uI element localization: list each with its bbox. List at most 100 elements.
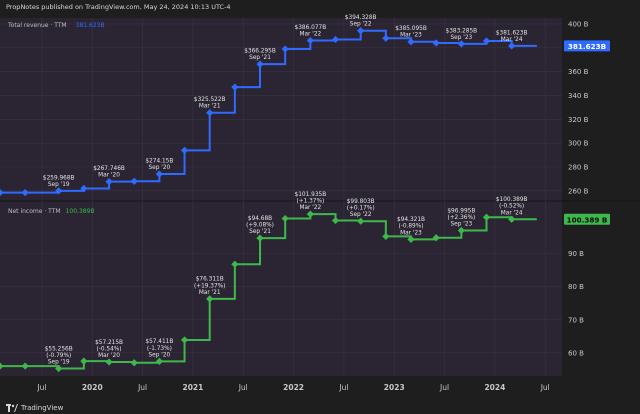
data-point-marker	[382, 232, 390, 241]
data-label: (-0.89%)	[398, 224, 423, 230]
data-point-marker	[508, 215, 516, 223]
last-value-label: 381.623B	[568, 42, 606, 51]
data-label: Mar '24	[501, 210, 523, 216]
data-label: Sep '21	[249, 55, 271, 61]
data-label: $55.256B	[45, 346, 73, 352]
data-label: $394.328B	[345, 15, 377, 21]
data-point-marker	[482, 37, 491, 45]
published-text: PropNotes published on TradingView.com, …	[6, 3, 231, 11]
series-title-value: 381.623B	[76, 22, 105, 29]
series-title: Total revenue · TTM	[7, 22, 67, 29]
x-tick-label: 2020	[82, 383, 103, 392]
published-header: PropNotes published on TradingView.com, …	[0, 0, 640, 14]
data-point-marker	[281, 45, 289, 53]
data-label: $381.623B	[496, 30, 528, 36]
x-tick-label: 2021	[182, 383, 203, 392]
net-income-panel: 60 B 70 B 80 B 90 B $55.256B(-0.79%)Sep '19 $…	[0, 192, 610, 373]
data-point-marker	[21, 362, 29, 370]
data-point-marker	[331, 216, 340, 225]
data-label: Sep '22	[350, 22, 372, 28]
x-tick-label: 2024	[484, 383, 505, 392]
data-point-marker	[407, 38, 415, 46]
data-label: $274.15B	[145, 158, 173, 164]
tradingview-brand[interactable]: TradingView	[6, 404, 63, 412]
data-point-marker	[231, 83, 239, 91]
data-label: Sep '19	[48, 360, 70, 366]
data-point-marker	[382, 34, 390, 42]
x-tick-label: Jul	[36, 383, 46, 392]
data-label: Mar '22	[299, 205, 321, 211]
data-label: Sep '23	[450, 221, 472, 227]
data-point-marker	[306, 210, 314, 218]
data-point-marker	[206, 109, 214, 117]
data-point-marker	[105, 178, 113, 186]
last-value-tag	[564, 40, 610, 52]
data-label: $99.803B	[347, 199, 375, 205]
data-point-marker	[155, 170, 163, 178]
data-point-marker	[0, 189, 4, 197]
data-label: Sep '21	[249, 229, 271, 235]
data-point-marker	[231, 260, 239, 268]
data-label: $386.077B	[295, 25, 327, 31]
y-tick-label: 260 B	[568, 187, 589, 195]
y-tick-label: 360 B	[568, 68, 589, 76]
data-label: Mar '20	[98, 353, 120, 359]
y-tick-label: 300 B	[568, 140, 589, 148]
data-label: Sep '22	[350, 212, 372, 218]
data-label: Sep '23	[450, 35, 472, 41]
data-label: (+0.17%)	[347, 206, 375, 212]
data-label: (+1.37%)	[296, 199, 324, 205]
data-point-marker	[180, 146, 189, 154]
data-point-marker	[206, 295, 214, 303]
data-point-marker	[55, 187, 63, 195]
data-point-marker	[457, 40, 465, 48]
data-label: (+19.37%)	[194, 283, 225, 289]
data-point-marker	[508, 42, 516, 50]
y-tick-label: 90 B	[568, 250, 584, 258]
data-point-marker	[80, 357, 88, 365]
data-label: (+9.08%)	[246, 223, 274, 229]
data-label: Mar '21	[199, 104, 221, 110]
x-tick-label: Jul	[238, 383, 248, 392]
x-tick-label: Jul	[439, 383, 449, 392]
data-label: Sep '19	[48, 182, 70, 188]
data-label: $385.095B	[395, 26, 427, 32]
x-tick-label: Jul	[338, 383, 348, 392]
data-point-marker	[256, 234, 264, 242]
data-label: Mar '21	[199, 290, 221, 296]
data-label: Mar '20	[98, 173, 120, 179]
data-point-marker	[432, 39, 440, 47]
data-point-marker	[0, 362, 4, 370]
data-label: $57.411B	[145, 339, 173, 345]
y-tick-label: 320 B	[568, 116, 589, 124]
x-tick-label: 2023	[384, 383, 405, 392]
x-tick-label: Jul	[137, 383, 147, 392]
data-label: $267.746B	[93, 166, 125, 172]
tradingview-logo-icon	[6, 404, 18, 412]
y-tick-label: 70 B	[568, 316, 584, 324]
data-point-marker	[457, 226, 465, 235]
y-tick-label: 340 B	[568, 92, 589, 100]
data-label: $94.321B	[397, 217, 425, 223]
last-value-label: 100.389 B	[567, 215, 608, 224]
data-label: Mar '24	[501, 37, 523, 43]
x-tick-label: 2022	[283, 383, 304, 392]
data-label: $101.935B	[295, 192, 327, 198]
y-tick-label: 400 B	[568, 20, 589, 28]
data-point-marker	[331, 35, 340, 44]
data-label: Mar '23	[400, 230, 422, 236]
data-point-marker	[357, 217, 365, 225]
data-label: Sep '20	[148, 352, 170, 358]
data-point-marker	[256, 60, 264, 68]
data-label: $96.995B	[447, 208, 475, 214]
data-point-marker	[180, 336, 189, 344]
data-label: $366.295B	[244, 49, 276, 55]
data-label: $259.968B	[43, 175, 75, 181]
data-point-marker	[432, 234, 440, 242]
data-point-marker	[407, 235, 415, 243]
data-label: $57.215B	[95, 340, 123, 346]
plot-background	[0, 18, 562, 376]
data-point-marker	[357, 27, 365, 35]
